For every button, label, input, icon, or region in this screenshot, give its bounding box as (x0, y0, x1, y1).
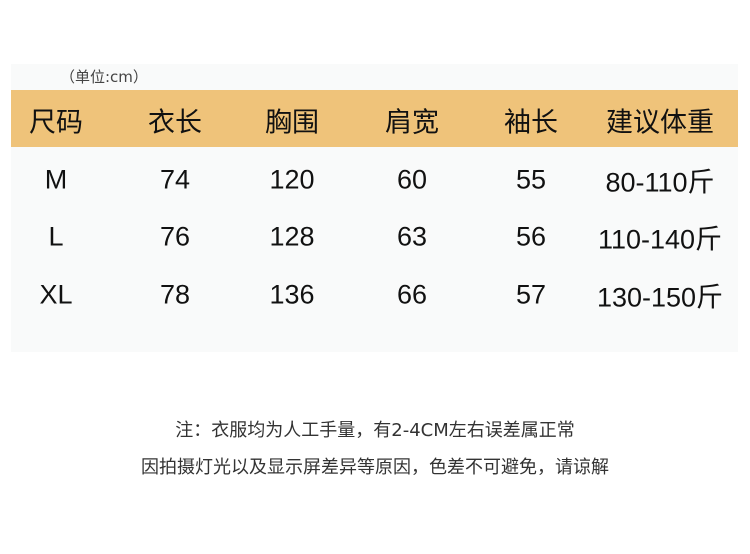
note-line-2: 因拍摄灯光以及显示屏差异等原因，色差不可避免，请谅解 (141, 457, 609, 478)
table-cell: 136 (269, 279, 315, 310)
table-cell: 60 (396, 164, 428, 195)
column-header: 肩宽 (385, 107, 439, 139)
table-cell: 80-110斤 (605, 167, 715, 198)
note-line-1: 注：衣服均为人工手量，有2-4CM左右误差属正常 (175, 420, 575, 441)
column-header: 胸围 (265, 107, 319, 139)
table-cell: 128 (269, 221, 315, 252)
column-header: 建议体重 (606, 107, 714, 139)
table-header (11, 90, 738, 147)
table-cell: 76 (159, 221, 191, 252)
table-cell: 74 (159, 164, 191, 195)
column-header: 袖长 (504, 107, 558, 139)
table-cell: 110-140斤 (597, 224, 723, 255)
table-cell: L (48, 221, 64, 252)
column-header: 衣长 (148, 107, 202, 139)
column-header: 尺码 (29, 107, 83, 139)
table-cell: 78 (159, 279, 191, 310)
table-cell: 63 (396, 221, 428, 252)
table-cell: XL (39, 279, 73, 310)
table-cell: 57 (515, 279, 547, 310)
table-cell: M (44, 164, 68, 195)
table-cell: 56 (515, 221, 547, 252)
table-cell: 130-150斤 (596, 282, 724, 313)
unit-label: （单位:cm） (60, 68, 148, 86)
table-cell: 120 (269, 164, 315, 195)
table-cell: 66 (396, 279, 428, 310)
table-cell: 55 (515, 164, 547, 195)
